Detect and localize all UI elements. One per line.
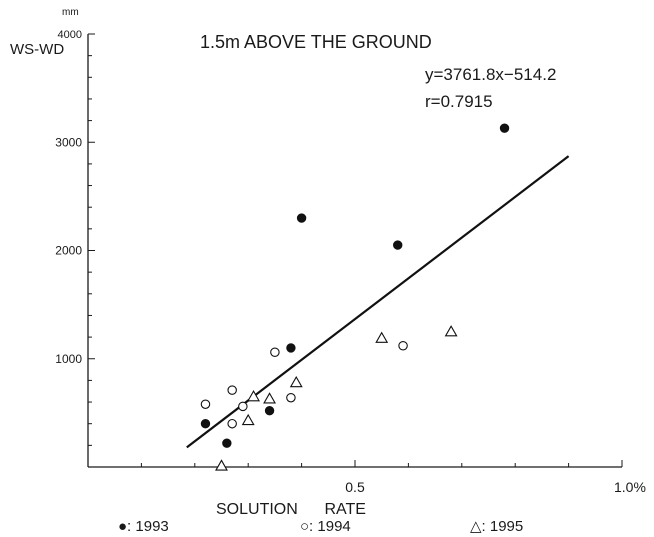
y-axis-label: WS-WD xyxy=(10,41,64,58)
y-axis-unit: mm xyxy=(62,7,79,18)
data-point-1995 xyxy=(247,390,260,402)
data-point-1995 xyxy=(263,392,277,404)
correlation-coefficient: r=0.7915 xyxy=(425,92,493,111)
data-point-1993 xyxy=(499,123,510,133)
data-point-1993 xyxy=(286,343,296,353)
legend-entry-1994: ○: 1994 xyxy=(300,518,351,535)
data-point-1993 xyxy=(296,213,307,223)
axes xyxy=(87,34,622,468)
data-point-1995 xyxy=(289,375,303,388)
y-tick-label: 4000 xyxy=(58,29,82,41)
data-point-1993 xyxy=(393,240,403,250)
ticks: 1000 2000 3000 4000 0.5 1.0% xyxy=(55,29,646,495)
x-axis-label: SOLUTION RATE xyxy=(216,501,366,518)
y-tick-label: 3000 xyxy=(55,135,82,149)
data-points xyxy=(200,123,510,471)
data-point-1994 xyxy=(200,399,211,409)
data-point-1995 xyxy=(215,459,228,471)
regression-equation: y=3761.8x−514.2 xyxy=(425,65,556,84)
chart-title: 1.5m ABOVE THE GROUND xyxy=(200,32,432,52)
data-point-1993 xyxy=(222,438,232,448)
data-point-1994 xyxy=(238,401,248,412)
data-point-1994 xyxy=(398,341,408,351)
data-point-1995 xyxy=(444,325,458,337)
data-point-1993 xyxy=(200,419,211,429)
data-point-1994 xyxy=(270,347,280,358)
data-point-1995 xyxy=(241,413,255,426)
y-tick-label: 2000 xyxy=(55,244,82,258)
data-point-1995 xyxy=(375,331,389,343)
data-point-1994 xyxy=(227,418,237,429)
x-tick-label: 0.5 xyxy=(345,479,365,495)
y-tick-label: 1000 xyxy=(55,352,82,366)
data-point-1993 xyxy=(264,406,275,416)
legend: ●: 1993 ○: 1994 △: 1995 xyxy=(118,518,523,535)
legend-entry-1993: ●: 1993 xyxy=(118,518,169,535)
data-point-1994 xyxy=(227,385,237,395)
data-point-1994 xyxy=(286,392,296,403)
legend-entry-1995: △: 1995 xyxy=(470,518,523,535)
x-tick-label: 1.0% xyxy=(614,479,646,495)
